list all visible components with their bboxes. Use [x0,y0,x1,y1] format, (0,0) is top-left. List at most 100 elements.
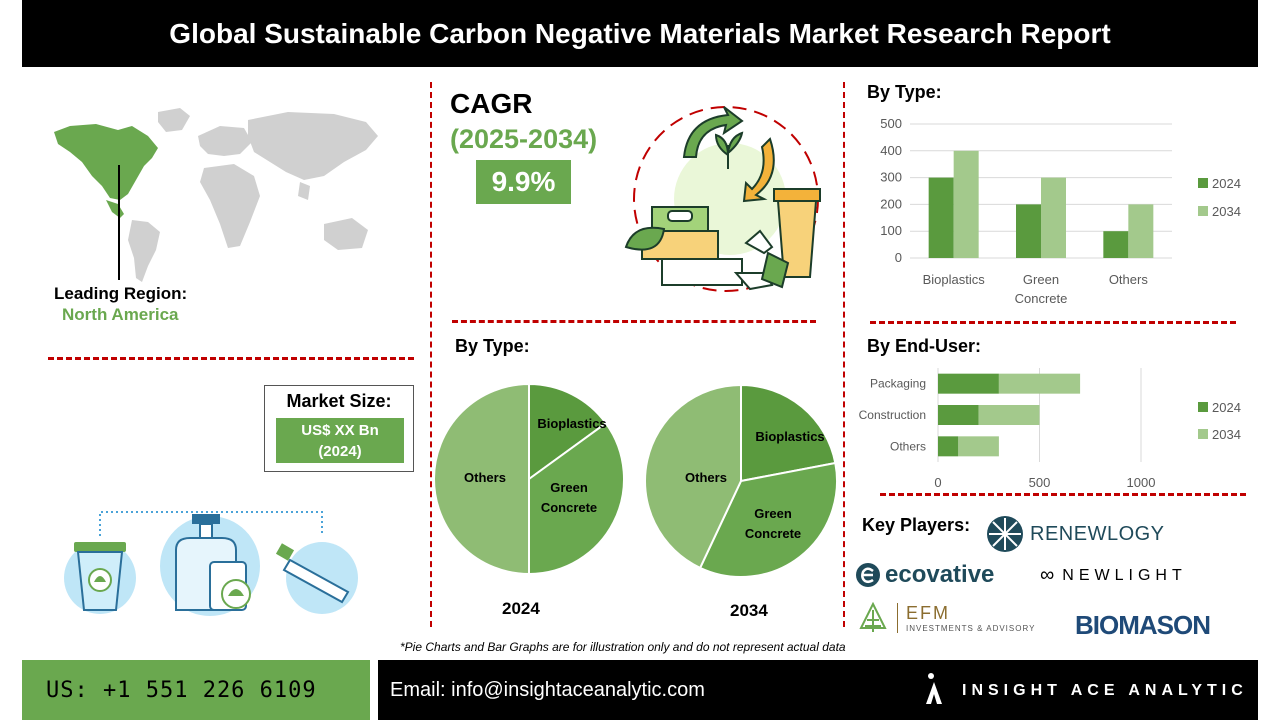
bar-2024-others [938,436,959,457]
pie-2034-label-green-concrete: Green Concrete [744,506,802,541]
pie-slice-bioplastics [528,382,608,481]
efm-divider [897,603,898,633]
legend-label-2034: 2034 [1212,204,1241,219]
market-size-label: Market Size: [286,391,392,411]
leading-region-label: Leading Region: [54,284,188,303]
pie-2034-label-bioplastics: Bioplastics [755,429,825,444]
page-title: Global Sustainable Carbon Negative Mater… [22,0,1258,67]
renewlogy-wordmark: RENEWLOGY [1030,522,1165,545]
market-size-line2: (2024) [318,443,362,460]
region-pointer-line [118,165,120,280]
bar-2034-packaging [998,373,1081,394]
pie-2034-year: 2034 [730,601,768,620]
bar-2024-2 [1103,231,1129,258]
pie-chart-2034 [644,383,838,578]
divider-vertical-right [843,82,845,627]
product-icons-illustration [64,511,358,616]
ecovative-wordmark: ecovative [885,561,995,588]
x-tick-label: Concrete [1015,291,1068,306]
bar-2024-packaging [938,373,999,394]
pie-2024-label-bioplastics: Bioplastics [537,416,607,431]
newlight-wordmark: NEWLIGHT [1062,566,1187,584]
legend-label-2034: 2034 [1212,427,1241,442]
x-tick-label: 500 [1029,475,1051,490]
footer-email[interactable]: Email: info@insightaceanalytic.com [390,679,705,701]
market-size-box [264,385,414,472]
bar-2024-construction [938,405,979,425]
bar-2034-1 [1041,177,1066,258]
bar-2024-1 [1016,204,1041,258]
footer-phone[interactable]: US: +1 551 226 6109 [22,660,370,720]
bar-end-user-title: By End-User: [867,336,982,356]
logo-efm: EFM INVESTMENTS & ADVISORY [857,602,1035,634]
legend-label-2024: 2024 [1212,400,1241,415]
divider-vertical-left [430,82,432,627]
efm-text: EFM INVESTMENTS & ADVISORY [906,603,1035,633]
bar-2034-0 [953,150,979,258]
y-tick-label: Construction [859,408,926,422]
insight-ace-logo-icon [926,673,942,704]
footnote: *Pie Charts and Bar Graphs are for illus… [400,640,846,654]
x-tick-label: 1000 [1127,475,1156,490]
logo-renewlogy: RENEWLOGY [986,515,1165,553]
logo-biomason: BIOMASON [1075,610,1211,640]
bar-type-title: By Type: [867,82,942,102]
pie-slice-green-concrete [698,461,838,578]
footer-brand: INSIGHT ACE ANALYTIC [962,682,1248,699]
x-tick-label: Others [1109,272,1149,287]
bar-2034-construction [978,405,1040,425]
bar-2034-2 [1128,204,1154,258]
key-players-title: Key Players: [862,515,971,535]
ecovative-mark-icon [856,563,880,587]
pie-2024-year: 2024 [502,599,540,618]
newlight-infinity-icon: ∞ [1040,564,1055,586]
y-tick-label: 500 [880,116,902,131]
footer-bar: Email: info@insightaceanalytic.com INSIG… [378,660,1258,720]
efm-wordmark: EFM [906,603,950,623]
efm-tree-icon [859,602,887,632]
bar-chart-by-type: 0 100 200 300 400 500 Bioplastics Green Concrete… [880,116,1241,306]
market-size-line1: US$ XX Bn [301,422,379,439]
leading-region-value: North America [62,305,179,324]
pie-2024-label-green-concrete: Green Concrete [540,480,598,515]
y-tick-label: Others [890,439,926,453]
y-tick-label: Packaging [870,377,926,391]
divider-right-mid [880,493,1246,496]
legend-swatch-2034 [1198,429,1208,439]
cagr-period: (2025-2034) [450,124,598,154]
pie-slice-others [433,382,530,576]
cagr-value: 9.9% [476,160,571,204]
renewlogy-mark-icon [987,516,1023,552]
y-tick-label: 0 [895,250,902,265]
bar-2034-others [958,436,999,457]
cagr-label: CAGR [450,88,533,119]
y-tick-label: 400 [880,143,902,158]
x-tick-label: Bioplastics [923,272,986,287]
divider-left [48,357,414,360]
pie-2034-label-others: Others [685,470,727,485]
logo-ecovative: ecovative [855,561,994,589]
x-tick-label: Green [1023,272,1059,287]
bar-chart-by-end-user: 0 500 1000 Packaging Construction Others 2024 2… [859,368,1241,490]
y-tick-label: 100 [880,223,902,238]
legend-swatch-2024 [1198,178,1208,188]
legend-label-2024: 2024 [1212,176,1241,191]
divider-right-top [870,321,1236,324]
x-tick-label: 0 [934,475,941,490]
legend-swatch-2034 [1198,206,1208,216]
world-map [54,108,378,282]
pie-chart-2024 [433,382,625,576]
sustainability-illustration [624,106,821,292]
pie-slice-green-concrete [528,421,625,576]
market-size-value: US$ XX Bn (2024) [276,418,404,463]
legend-swatch-2024 [1198,402,1208,412]
y-tick-label: 300 [880,170,902,185]
divider-center [452,320,816,323]
bar-2024-0 [928,177,954,258]
pie-2024-label-others: Others [464,470,506,485]
y-tick-label: 200 [880,196,902,211]
efm-subtitle: INVESTMENTS & ADVISORY [906,624,1036,633]
pie-slice-bioplastics [740,383,837,483]
logo-newlight: ∞ NEWLIGHT [1040,564,1187,587]
pie-slice-others [644,383,742,570]
